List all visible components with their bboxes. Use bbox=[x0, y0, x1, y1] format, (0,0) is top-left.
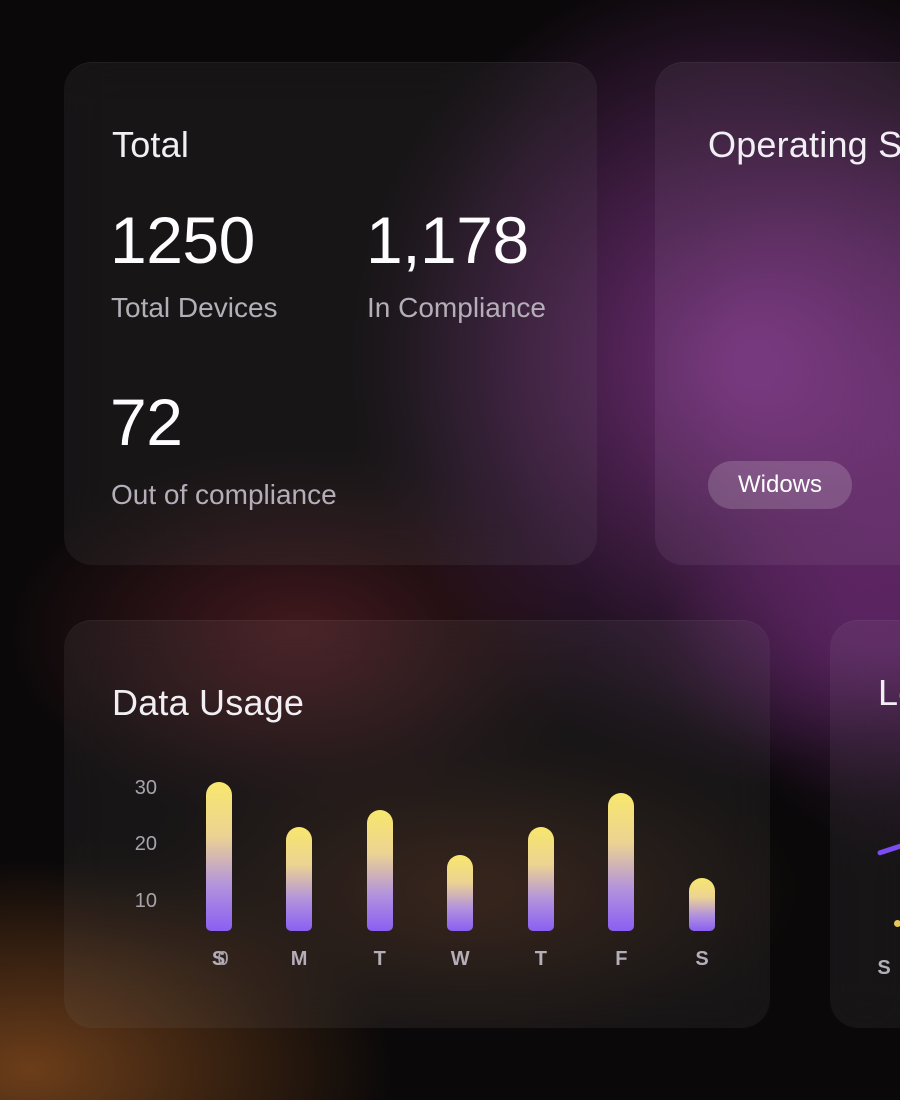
right-partial-card: Lo S bbox=[830, 620, 900, 1028]
operating-systems-card: Operating S Widows bbox=[655, 62, 900, 565]
line-chart-x-tick-s: S bbox=[877, 957, 891, 979]
out-of-compliance-value: 72 bbox=[110, 385, 183, 459]
right-partial-card-title: Lo bbox=[878, 672, 900, 713]
line-chart-point bbox=[894, 920, 900, 927]
y-axis-origin-label: 0 bbox=[217, 948, 229, 970]
operating-systems-card-title: Operating S bbox=[708, 124, 900, 165]
bar-3-W bbox=[447, 855, 474, 931]
data-usage-card-title: Data Usage bbox=[112, 682, 305, 723]
x-tick-5-F: F bbox=[615, 948, 628, 970]
in-compliance-label: In Compliance bbox=[367, 292, 546, 323]
x-tick-2-T: T bbox=[373, 948, 386, 970]
bar-4-T bbox=[527, 827, 554, 931]
bar-2-T bbox=[366, 810, 393, 931]
bar-5-F bbox=[608, 793, 635, 931]
x-tick-6-S: S bbox=[695, 948, 709, 970]
y-tick-10: 10 bbox=[134, 890, 157, 912]
total-card: Total 1250 Total Devices 1,178 In Compli… bbox=[64, 62, 597, 565]
y-tick-30: 30 bbox=[134, 777, 157, 799]
in-compliance-value: 1,178 bbox=[366, 203, 529, 277]
bar-1-M bbox=[286, 827, 313, 931]
x-tick-0-S: S bbox=[211, 948, 226, 970]
data-usage-card: Data Usage S M T W T F S 10 20 30 0 bbox=[64, 620, 770, 1028]
out-of-compliance-label: Out of compliance bbox=[111, 479, 337, 510]
bar-0-S bbox=[205, 782, 232, 931]
total-devices-label: Total Devices bbox=[111, 292, 278, 323]
y-tick-20: 20 bbox=[134, 833, 157, 855]
x-tick-3-W: W bbox=[450, 948, 470, 970]
total-devices-value: 1250 bbox=[110, 203, 255, 277]
windows-filter-pill[interactable]: Widows bbox=[708, 461, 852, 509]
x-tick-4-T: T bbox=[534, 948, 547, 970]
total-card-title: Total bbox=[112, 124, 190, 165]
bar-6-S bbox=[689, 878, 715, 931]
line-chart-fragment bbox=[876, 843, 900, 856]
bar-chart-plot: S M T W T F S 10 20 30 0 bbox=[64, 620, 770, 1028]
x-tick-1-M: M bbox=[290, 948, 308, 970]
